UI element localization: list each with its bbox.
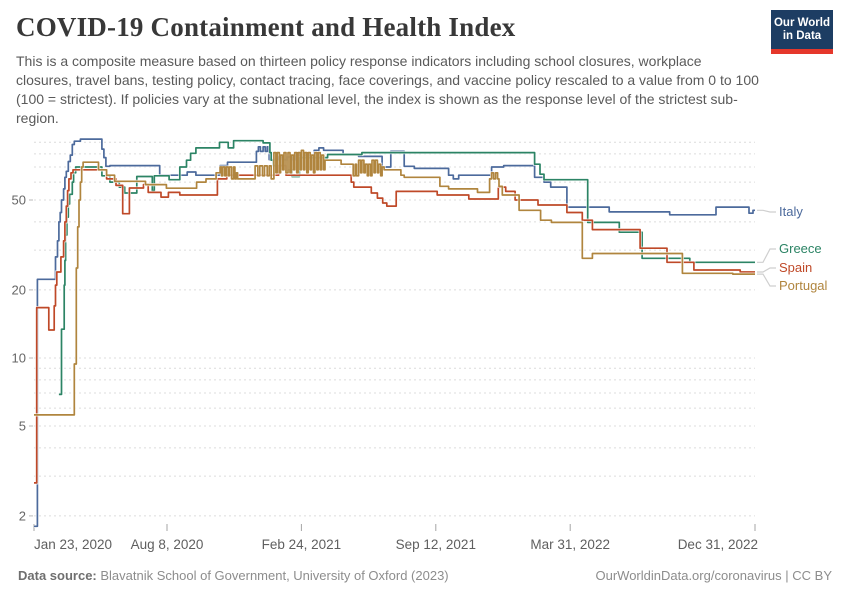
series-line-greece[interactable] xyxy=(58,139,755,396)
owid-link[interactable]: OurWorldinData.org/coronavirus | CC BY xyxy=(595,568,832,583)
y-tick-label: 50 xyxy=(12,193,26,208)
series-label-portugal[interactable]: Portugal xyxy=(779,278,828,293)
x-tick-label: Mar 31, 2022 xyxy=(530,537,610,552)
page-title: COVID-19 Containment and Health Index xyxy=(16,12,516,42)
chart-footer: Data source: Blavatnik School of Governm… xyxy=(18,568,832,583)
y-axis-labels: 2 5 10 20 50 xyxy=(12,193,33,523)
x-tick-label: Feb 24, 2021 xyxy=(262,537,342,552)
y-tick-label: 10 xyxy=(12,351,26,366)
y-tick-label: 20 xyxy=(12,282,26,297)
y-tick-label: 2 xyxy=(19,508,26,523)
x-tick-label: Jan 23, 2020 xyxy=(34,537,112,552)
series-line-portugal[interactable] xyxy=(34,148,755,417)
series-line-italy[interactable] xyxy=(34,137,755,528)
owid-logo-line2: in Data xyxy=(782,30,822,42)
series-label-italy[interactable]: Italy xyxy=(779,204,803,219)
x-tick-label: Aug 8, 2020 xyxy=(131,537,204,552)
owid-logo-red-bar xyxy=(771,49,833,54)
series-line-spain[interactable] xyxy=(34,164,755,485)
label-connector xyxy=(757,267,776,273)
label-connector xyxy=(757,248,776,263)
x-tick-label: Sep 12, 2021 xyxy=(396,537,476,552)
owid-logo-line1: Our World xyxy=(773,17,830,29)
label-connector xyxy=(757,209,776,213)
x-axis-labels: Jan 23, 2020 Aug 8, 2020 Feb 24, 2021 Sep 1… xyxy=(33,524,758,552)
owid-logo: Our World in Data xyxy=(771,10,833,54)
data-source-note: Data source: Blavatnik School of Governm… xyxy=(18,568,449,583)
gridlines xyxy=(34,141,755,517)
data-source-text: Blavatnik School of Government, Universi… xyxy=(96,568,449,583)
label-connector xyxy=(757,273,776,287)
series-label-spain[interactable]: Spain xyxy=(779,260,813,275)
series-label-greece[interactable]: Greece xyxy=(779,241,822,256)
y-tick-label: 5 xyxy=(19,419,26,434)
chart-subtitle: This is a composite measure based on thi… xyxy=(16,53,759,126)
x-tick-label: Dec 31, 2022 xyxy=(678,537,758,552)
data-source-label: Data source: xyxy=(18,568,97,583)
